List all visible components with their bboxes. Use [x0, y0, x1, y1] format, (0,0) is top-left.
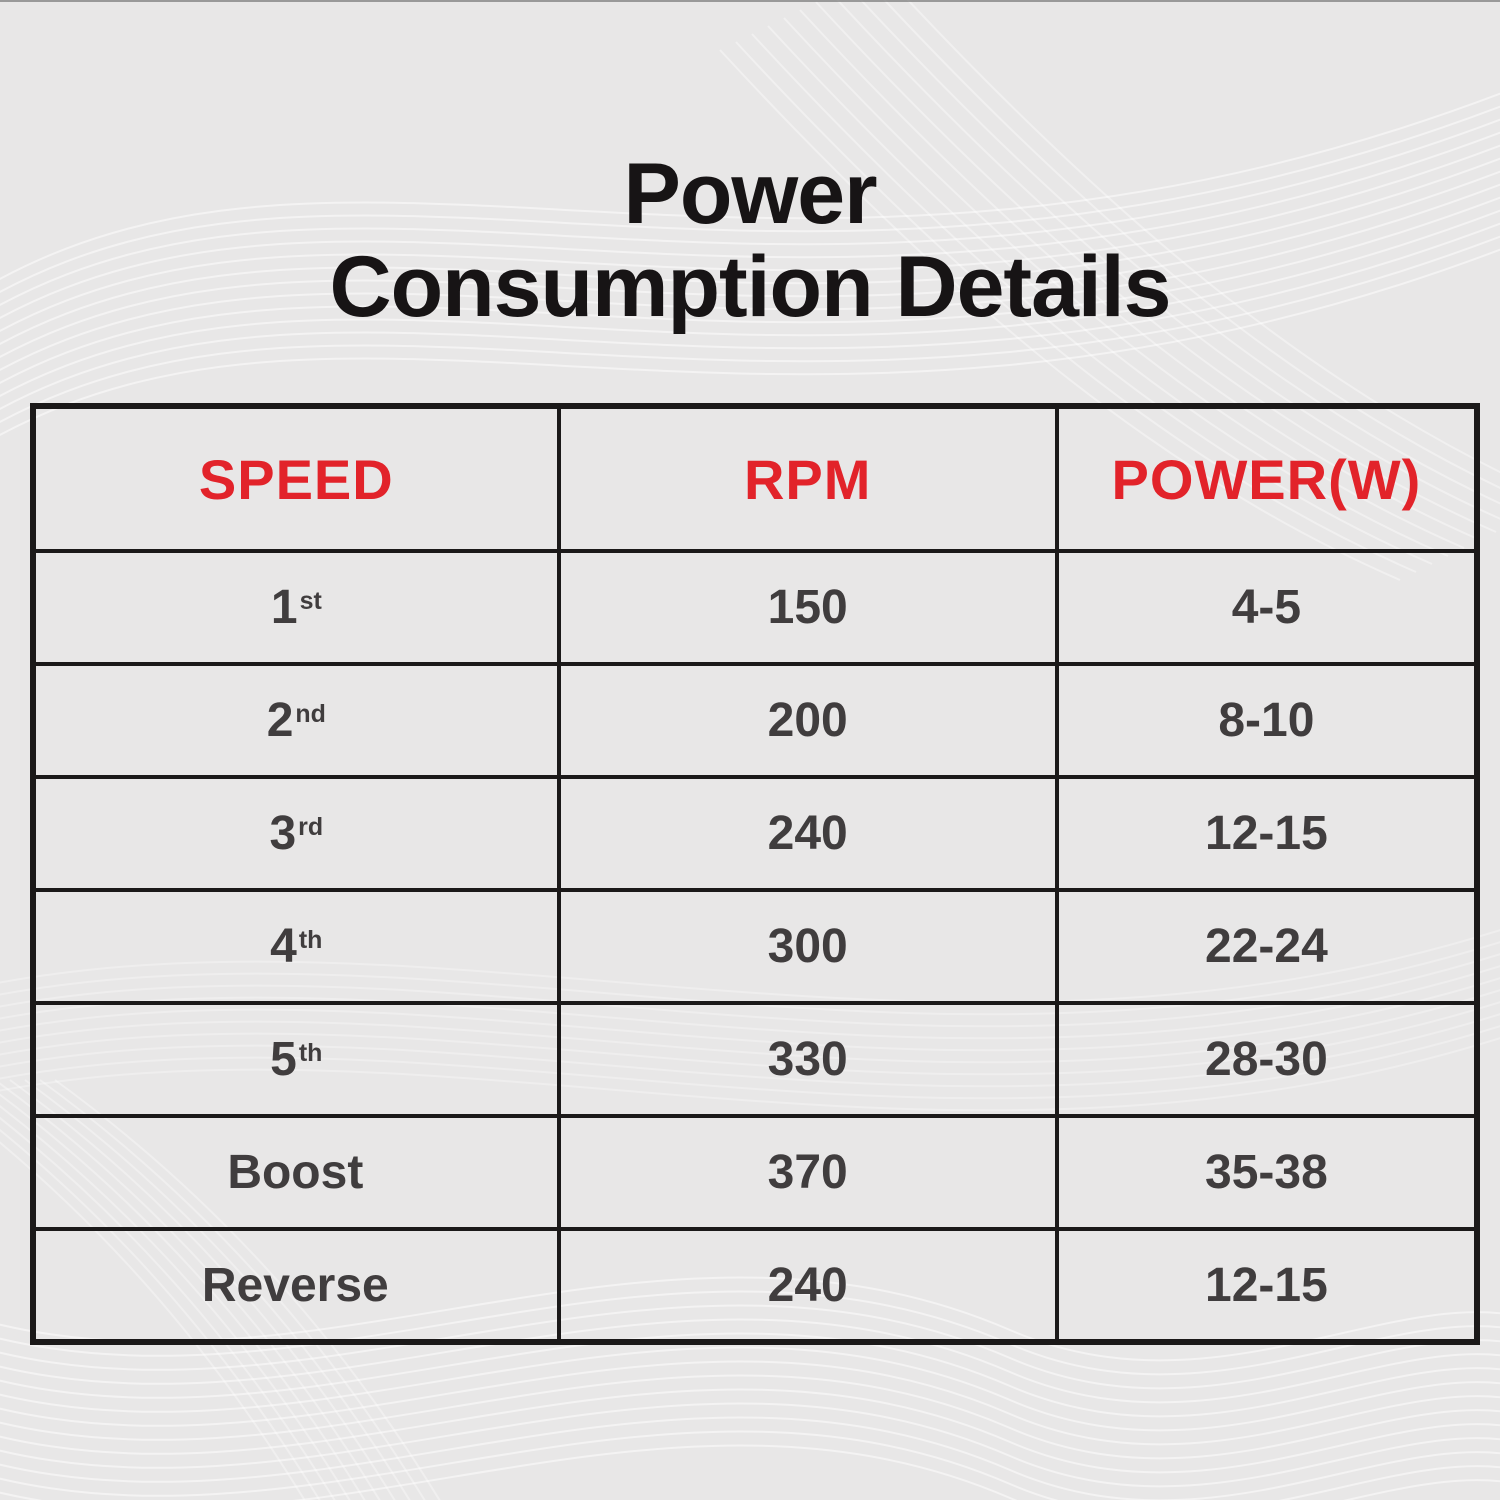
- power-cell: 12-15: [1054, 1227, 1480, 1344]
- page-title-line1: Power: [623, 146, 877, 242]
- table-row: 2nd 200 8-10: [31, 662, 1480, 779]
- speed-cell: 3rd: [31, 775, 561, 892]
- ordinal-suffix: nd: [295, 700, 326, 729]
- column-header-power: POWER(W): [1054, 404, 1480, 553]
- rpm-cell: 370: [556, 1114, 1059, 1231]
- ordinal-suffix: th: [298, 1039, 323, 1068]
- column-header-rpm: RPM: [556, 404, 1059, 553]
- rpm-cell: 240: [556, 775, 1059, 892]
- speed-cell: Reverse: [31, 1227, 561, 1344]
- speed-cell: 5th: [31, 1001, 561, 1118]
- rpm-cell: 330: [556, 1001, 1059, 1118]
- power-cell: 22-24: [1054, 888, 1480, 1005]
- speed-cell: 4th: [31, 888, 561, 1005]
- speed-cell: Boost: [31, 1114, 561, 1231]
- power-cell: 35-38: [1054, 1114, 1480, 1231]
- rpm-cell: 300: [556, 888, 1059, 1005]
- ordinal-suffix: th: [298, 926, 323, 955]
- table-row: 4th 300 22-24: [31, 888, 1480, 1005]
- table-row: Boost 370 35-38: [31, 1114, 1480, 1231]
- rpm-cell: 200: [556, 662, 1059, 779]
- ordinal-suffix: rd: [298, 813, 324, 842]
- table-row: 5th 330 28-30: [31, 1001, 1480, 1118]
- page-title-line2: Consumption Details: [329, 238, 1171, 335]
- column-header-speed: SPEED: [31, 404, 561, 553]
- rpm-cell: 240: [556, 1227, 1059, 1344]
- power-cell: 4-5: [1054, 549, 1480, 666]
- speed-cell: 1st: [31, 549, 561, 666]
- speed-cell: 2nd: [31, 662, 561, 779]
- power-consumption-table: SPEED RPM POWER(W) 1st 150 4-5 2nd 200 8…: [30, 403, 1480, 1345]
- table-header-row: SPEED RPM POWER(W): [31, 404, 1480, 553]
- top-edge-line: [0, 0, 1500, 2]
- power-cell: 12-15: [1054, 775, 1480, 892]
- power-cell: 8-10: [1054, 662, 1480, 779]
- table-row: 1st 150 4-5: [31, 549, 1480, 666]
- power-cell: 28-30: [1054, 1001, 1480, 1118]
- table-row: Reverse 240 12-15: [31, 1227, 1480, 1344]
- page-title: Power Consumption Details: [0, 148, 1500, 334]
- rpm-cell: 150: [556, 549, 1059, 666]
- ordinal-suffix: st: [299, 587, 322, 616]
- table-row: 3rd 240 12-15: [31, 775, 1480, 892]
